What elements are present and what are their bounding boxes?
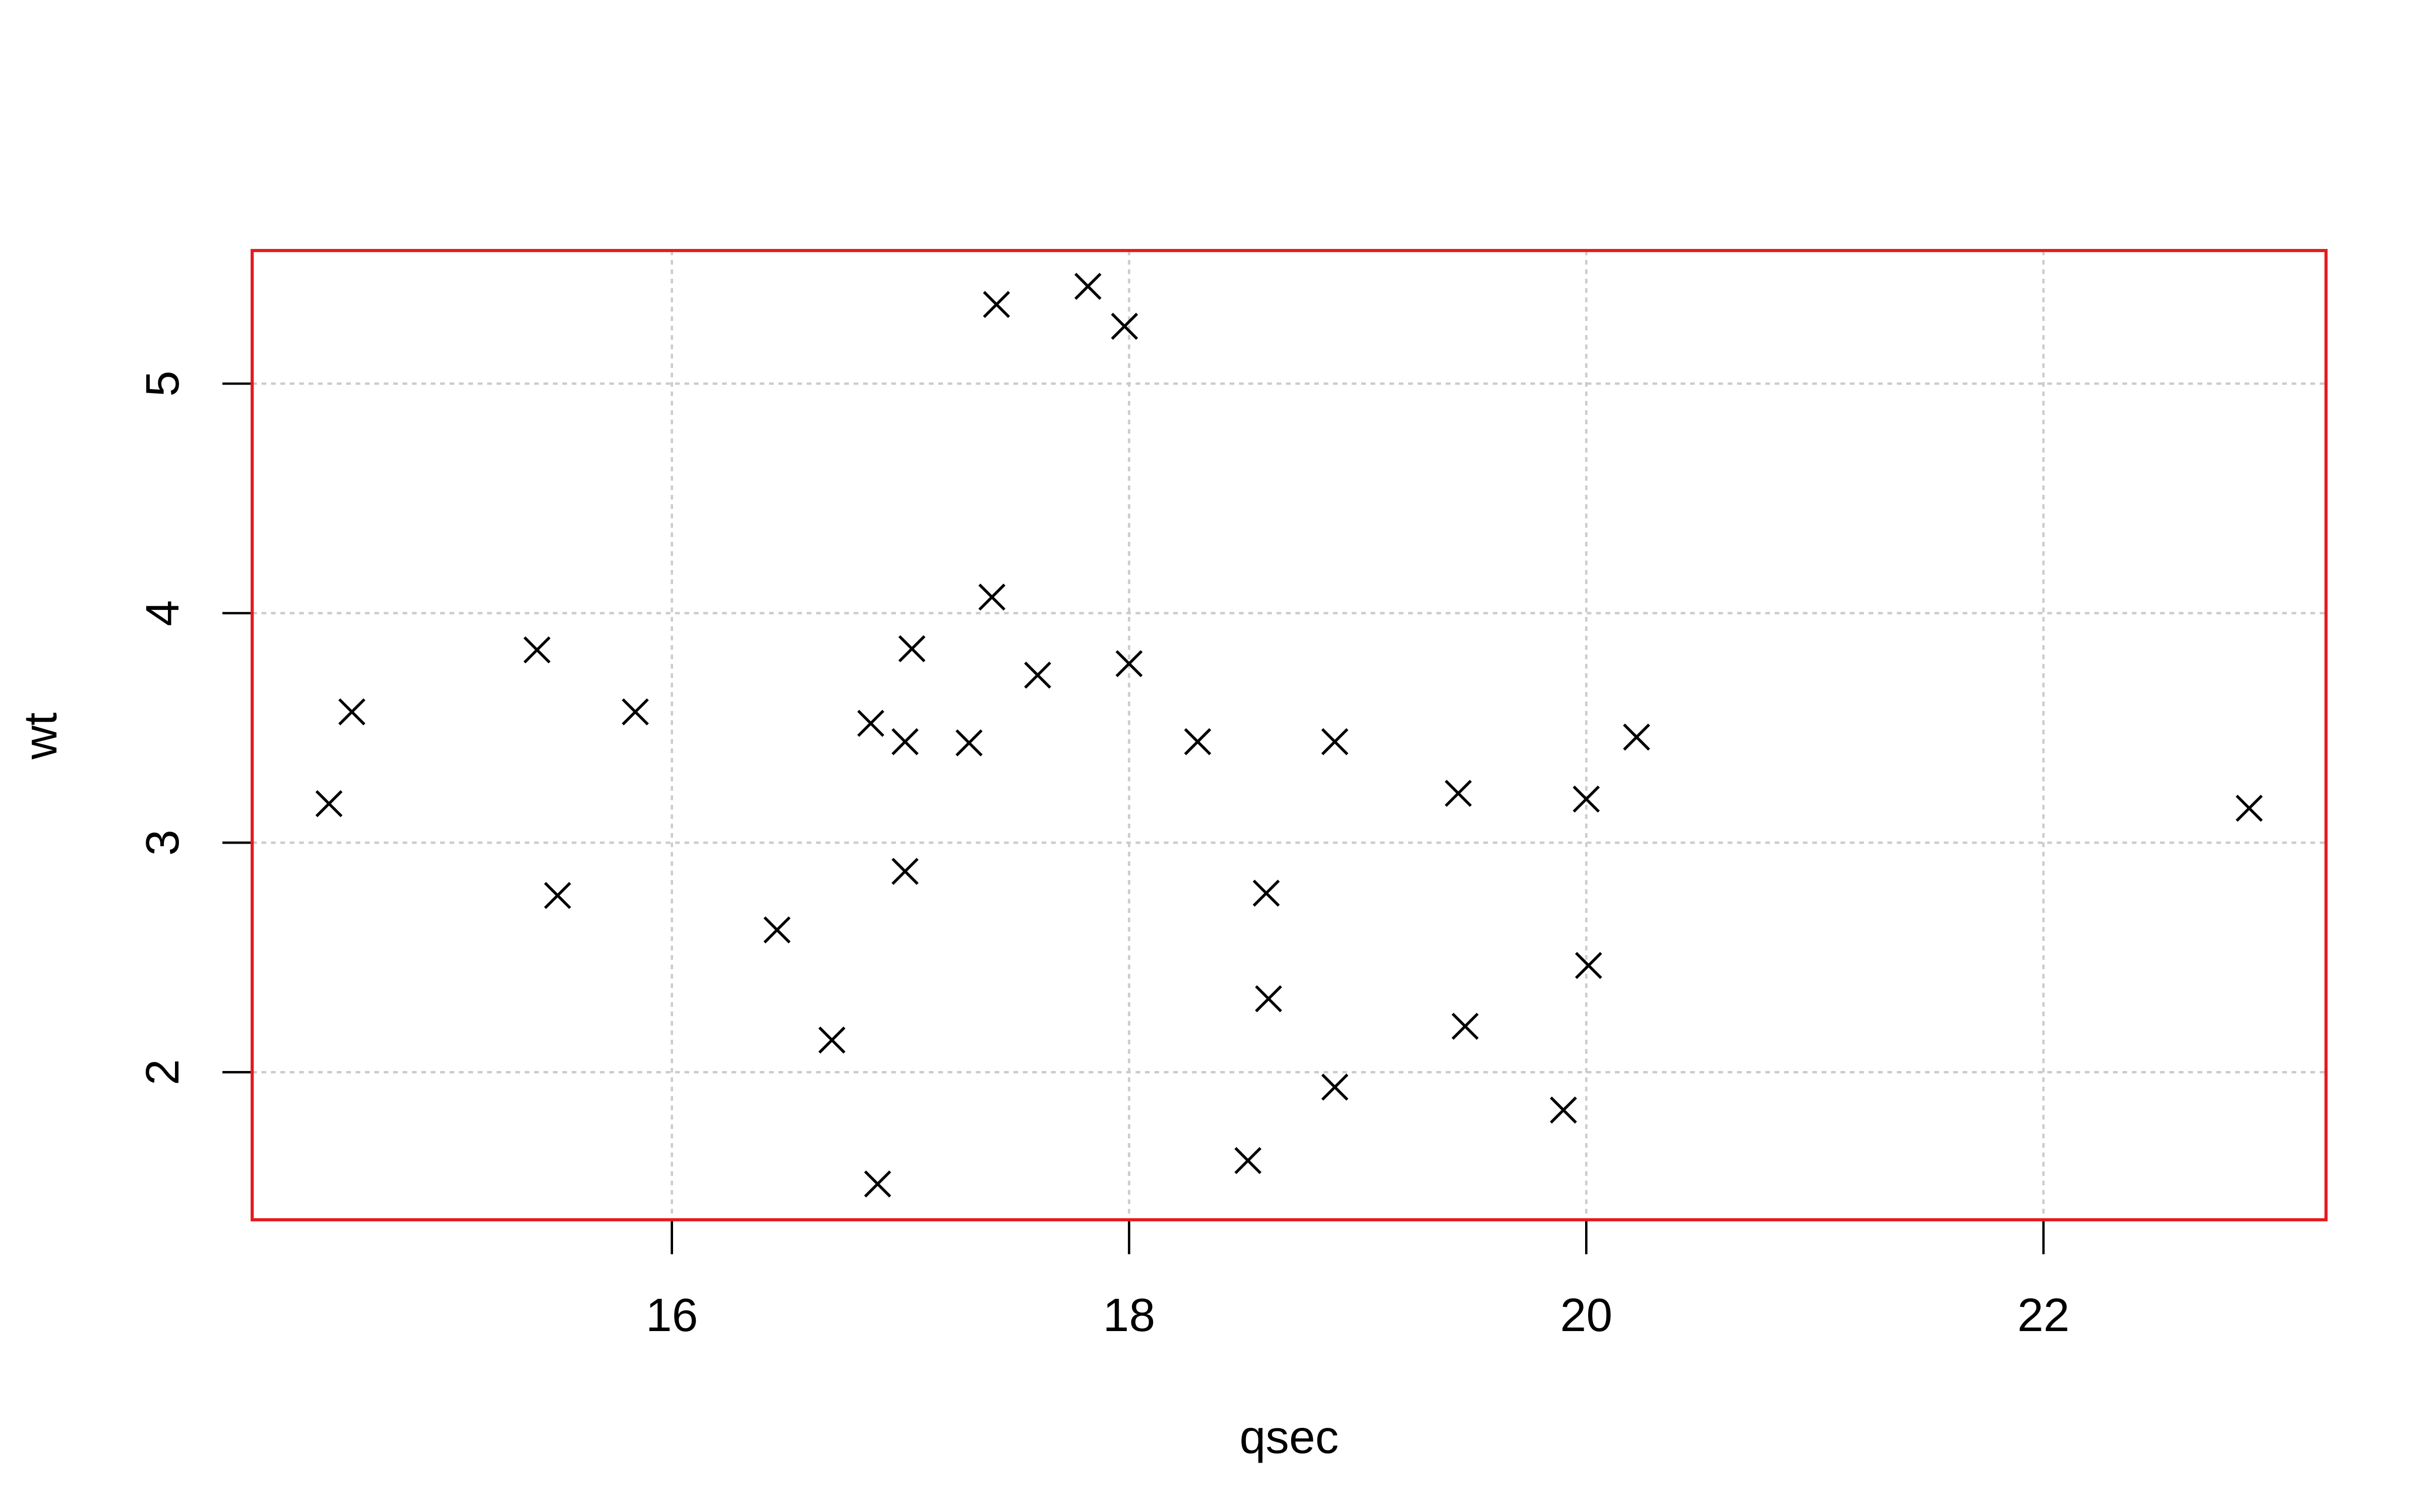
- y-tick-label: 2: [136, 1059, 189, 1085]
- point: [315, 790, 343, 817]
- point: [978, 583, 1006, 611]
- point: [763, 916, 791, 943]
- point: [891, 858, 919, 885]
- y-axis-label: wt: [14, 712, 67, 760]
- point: [1321, 728, 1349, 755]
- point: [1024, 661, 1051, 689]
- y-tick-label: 4: [136, 600, 189, 626]
- point: [1575, 952, 1602, 979]
- point: [818, 1026, 845, 1054]
- point: [1451, 1013, 1479, 1040]
- point: [857, 710, 884, 737]
- point: [1321, 1074, 1349, 1101]
- point: [955, 729, 983, 757]
- point: [1234, 1147, 1262, 1174]
- point: [1074, 273, 1102, 300]
- plot-frame: [251, 248, 2328, 1222]
- point: [622, 698, 649, 726]
- point: [338, 698, 366, 726]
- point: [891, 728, 919, 755]
- x-tick-label: 22: [2017, 1289, 2070, 1341]
- point: [983, 291, 1010, 318]
- y-tick-label: 5: [136, 370, 189, 397]
- point: [1252, 879, 1280, 907]
- x-tick-label: 16: [646, 1289, 698, 1341]
- point: [1623, 723, 1650, 751]
- point: [1550, 1096, 1577, 1124]
- point: [1115, 650, 1143, 677]
- point: [2235, 794, 2263, 822]
- point: [1572, 785, 1600, 813]
- x-axis-label: qsec: [1239, 1411, 1339, 1463]
- point: [544, 881, 571, 909]
- x-tick-label: 18: [1103, 1289, 1156, 1341]
- point: [1184, 728, 1212, 755]
- point: [864, 1170, 891, 1198]
- x-tick-label: 20: [1560, 1289, 1613, 1341]
- point: [1255, 985, 1282, 1013]
- point: [523, 636, 551, 664]
- point: [1444, 780, 1472, 807]
- point: [898, 635, 926, 663]
- point: [1111, 312, 1138, 340]
- y-tick-label: 3: [136, 830, 189, 856]
